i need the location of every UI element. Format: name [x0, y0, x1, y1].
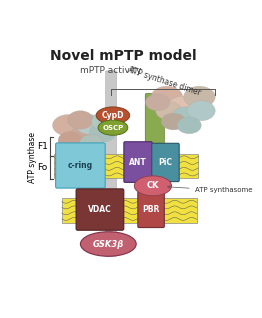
Text: ATP synthase: ATP synthase: [29, 132, 37, 183]
Text: c-ring: c-ring: [68, 161, 93, 169]
Ellipse shape: [151, 86, 183, 108]
FancyBboxPatch shape: [106, 71, 117, 256]
FancyBboxPatch shape: [145, 93, 164, 180]
FancyBboxPatch shape: [138, 191, 164, 228]
Text: CK: CK: [147, 181, 159, 190]
Ellipse shape: [156, 101, 182, 120]
Text: PBR: PBR: [142, 205, 160, 214]
Text: OSCP: OSCP: [102, 125, 124, 131]
FancyBboxPatch shape: [56, 143, 105, 188]
Ellipse shape: [58, 131, 82, 150]
Ellipse shape: [67, 111, 94, 129]
Ellipse shape: [79, 135, 104, 151]
Ellipse shape: [96, 107, 130, 124]
Text: PiC: PiC: [158, 157, 172, 167]
Ellipse shape: [91, 112, 116, 131]
Ellipse shape: [90, 122, 116, 142]
Ellipse shape: [70, 125, 98, 145]
Ellipse shape: [98, 120, 128, 135]
Text: Novel mPTP model: Novel mPTP model: [50, 50, 197, 64]
Ellipse shape: [184, 86, 215, 108]
FancyBboxPatch shape: [152, 143, 179, 182]
Ellipse shape: [172, 107, 199, 127]
Ellipse shape: [76, 114, 104, 135]
Bar: [62, 198, 196, 223]
Ellipse shape: [145, 94, 170, 111]
Ellipse shape: [168, 96, 198, 116]
Text: GSK3β: GSK3β: [93, 239, 124, 249]
Text: mPTP activity: mPTP activity: [80, 66, 142, 75]
Text: Fo: Fo: [38, 163, 48, 172]
Text: ATP synthasome: ATP synthasome: [168, 186, 252, 193]
Ellipse shape: [134, 176, 172, 196]
Text: CypD: CypD: [102, 111, 124, 120]
Text: F1: F1: [37, 142, 48, 151]
Ellipse shape: [52, 114, 84, 136]
FancyBboxPatch shape: [124, 142, 152, 182]
Ellipse shape: [80, 232, 136, 256]
Text: VDAC: VDAC: [88, 205, 112, 214]
Ellipse shape: [177, 117, 201, 134]
Ellipse shape: [187, 101, 215, 121]
Text: ANT: ANT: [129, 157, 147, 167]
Text: ATP synthase dimer: ATP synthase dimer: [127, 66, 201, 98]
FancyBboxPatch shape: [76, 189, 124, 230]
Bar: [54, 154, 199, 178]
Ellipse shape: [161, 113, 185, 130]
